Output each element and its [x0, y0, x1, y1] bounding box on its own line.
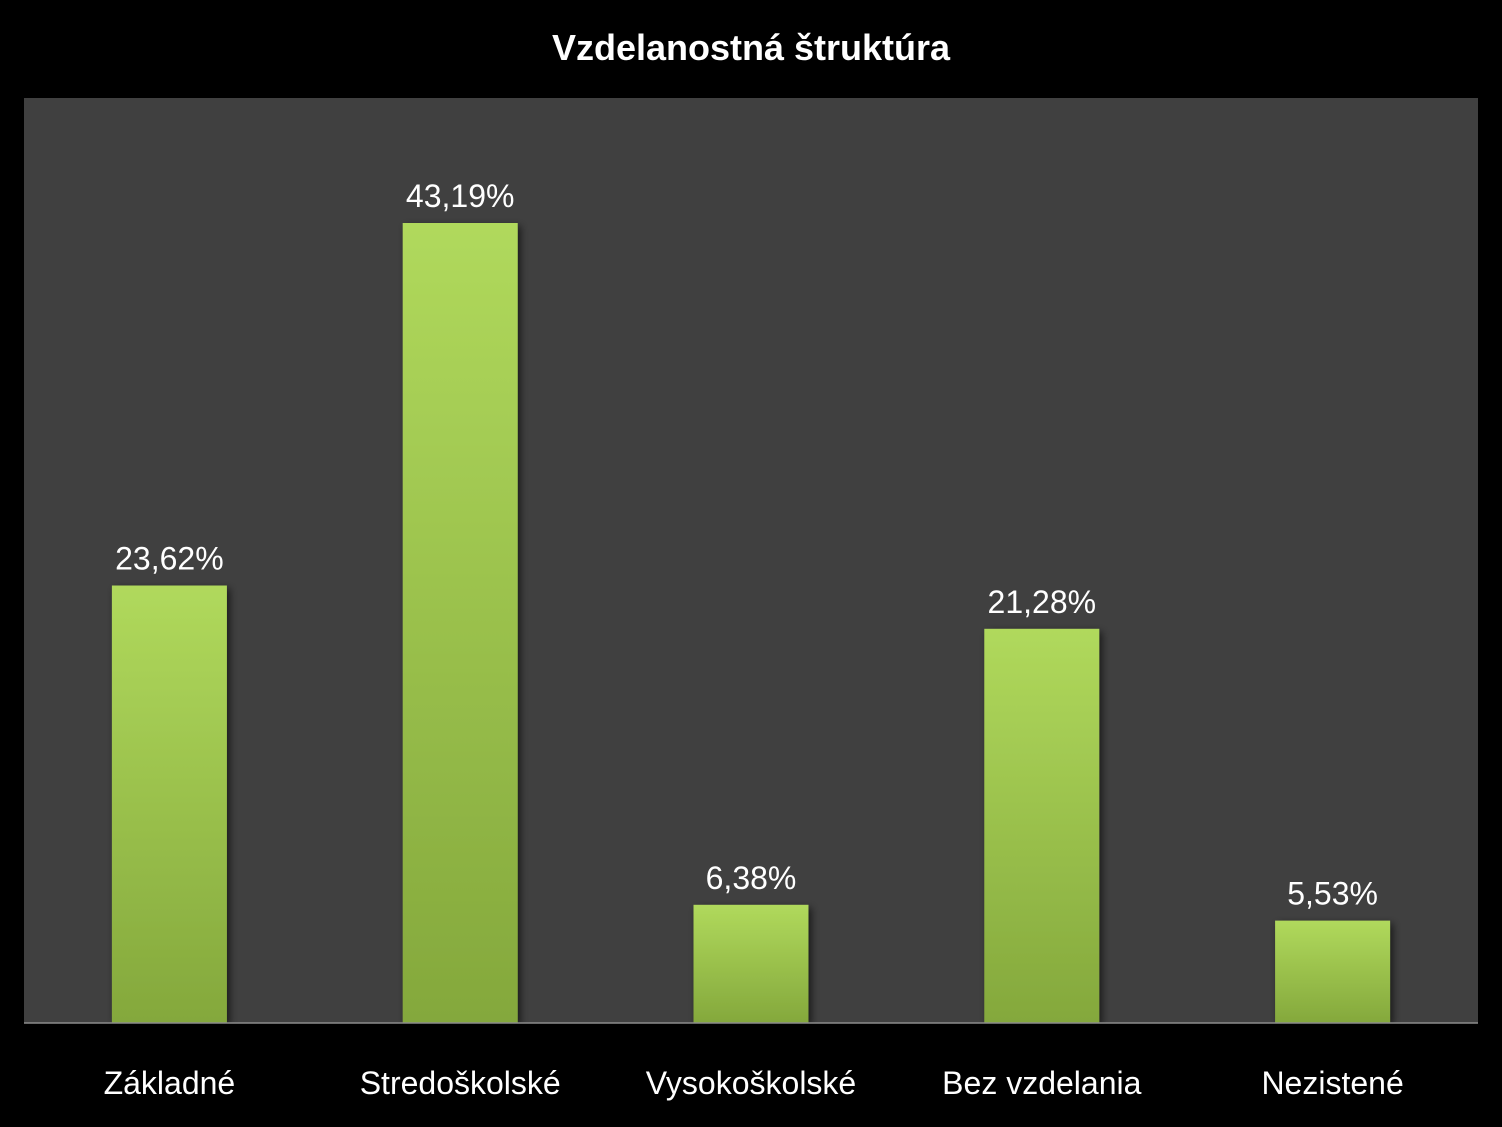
- chart-title: Vzdelanostná štruktúra: [552, 27, 951, 68]
- bar-0: [111, 585, 227, 1023]
- plot-area: [24, 98, 1478, 1023]
- bar-2: [693, 904, 809, 1023]
- bar-1: [402, 223, 518, 1023]
- bar-3: [984, 628, 1100, 1023]
- data-label-2: 6,38%: [706, 860, 797, 896]
- bar-4: [1275, 920, 1391, 1023]
- labels-layer: 23,62% Základné 43,19% Stredoškolské 6,38% Vy…: [104, 178, 1404, 1101]
- data-label-0: 23,62%: [115, 541, 224, 577]
- category-label-2: Vysokoškolské: [646, 1065, 856, 1101]
- data-label-1: 43,19%: [406, 178, 515, 214]
- category-label-4: Nezistené: [1261, 1065, 1403, 1101]
- category-label-3: Bez vzdelania: [942, 1065, 1141, 1101]
- data-label-4: 5,53%: [1287, 876, 1378, 912]
- data-label-3: 21,28%: [988, 584, 1097, 620]
- category-label-1: Stredoškolské: [360, 1065, 561, 1101]
- bars-layer: [111, 223, 1391, 1023]
- category-label-0: Základné: [104, 1065, 236, 1101]
